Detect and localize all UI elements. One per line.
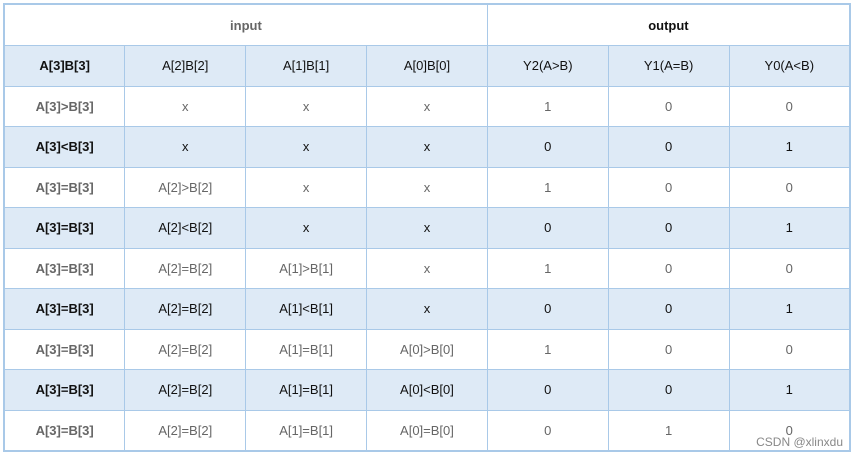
table-row: A[3]=B[3] A[2]=B[2] A[1]=B[1] A[0]=B[0] 0 1 0 [3,409,851,452]
table-cell: x [366,207,488,249]
table-cell: 0 [728,409,851,452]
watermark: CSDN @xlinxdu [756,435,843,449]
table-cell: Y1(A=B) [607,45,730,87]
table-row: A[3]=B[3] A[2]=B[2] A[1]>B[1] x 1 0 0 [3,247,851,289]
table-cell: A[3]B[3] [3,45,126,87]
table-cell: 1 [607,409,730,452]
table-cell: A[2]=B[2] [124,288,247,330]
table-cell: x [124,126,247,168]
table-cell: 0 [486,207,609,249]
table-cell: A[3]=B[3] [3,328,126,370]
table-cell: A[3]=B[3] [3,288,126,330]
table-cell: A[1]>B[1] [245,247,368,289]
table-cell: 1 [486,85,609,127]
table-cell: x [245,126,368,168]
table-cell: A[2]<B[2] [124,207,247,249]
table-cell: 0 [607,126,730,168]
table-cell: A[1]=B[1] [245,369,368,411]
comparator-truth-table: input output A[3]B[3] A[2]B[2] A[1]B[1] A[0… [3,3,851,452]
table-cell: 0 [607,85,730,127]
table-cell: 1 [728,126,851,168]
table-row: A[3]=B[3] A[2]>B[2] x x 1 0 0 [3,166,851,208]
table-cell: x [245,166,368,208]
table-cell: x [366,166,488,208]
table-row: A[3]=B[3] A[2]=B[2] A[1]=B[1] A[0]<B[0] 0 0 1 [3,369,851,411]
input-group-header: input [3,3,488,46]
table-cell: A[1]<B[1] [245,288,368,330]
table-cell: 1 [486,166,609,208]
table-row: A[3]<B[3] x x x 0 0 1 [3,126,851,168]
table-cell: x [245,85,368,127]
table-cell: 0 [607,207,730,249]
table-cell: 0 [607,328,730,370]
table-cell: A[2]B[2] [124,45,247,87]
table-cell: 1 [728,207,851,249]
table-row: A[3]=B[3] A[2]=B[2] A[1]<B[1] x 0 0 1 [3,288,851,330]
table-cell: A[0]=B[0] [366,409,488,452]
table-cell: x [366,247,488,289]
table-cell: 0 [607,247,730,289]
table-cell: A[0]<B[0] [366,369,488,411]
table-cell: A[2]=B[2] [124,247,247,289]
table-cell: A[0]B[0] [366,45,488,87]
table-cell: A[3]<B[3] [3,126,126,168]
group-header-row: input output [3,3,851,46]
table-cell: A[3]=B[3] [3,369,126,411]
table-cell: 0 [728,247,851,289]
table-cell: 0 [486,126,609,168]
table-cell: 0 [607,166,730,208]
table-cell: x [366,85,488,127]
table-cell: A[3]=B[3] [3,207,126,249]
table-cell: x [366,288,488,330]
table-cell: A[2]=B[2] [124,328,247,370]
table-cell: 0 [486,369,609,411]
table-cell: A[1]B[1] [245,45,368,87]
table-cell: Y0(A<B) [728,45,851,87]
table-cell: 0 [607,369,730,411]
table-cell: x [124,85,247,127]
table-cell: A[2]=B[2] [124,369,247,411]
table-cell: 0 [728,328,851,370]
table-cell: A[0]>B[0] [366,328,488,370]
table-cell: A[1]=B[1] [245,409,368,452]
table-row: A[3]=B[3] A[2]=B[2] A[1]=B[1] A[0]>B[0] 1 0 0 [3,328,851,370]
table-cell: x [245,207,368,249]
table-cell: 1 [728,288,851,330]
table-cell: A[3]=B[3] [3,409,126,452]
table-cell: x [366,126,488,168]
table-row: A[3]>B[3] x x x 1 0 0 [3,85,851,127]
table-cell: Y2(A>B) [486,45,609,87]
table-cell: A[3]=B[3] [3,247,126,289]
table-cell: 0 [607,288,730,330]
table-cell: 1 [728,369,851,411]
table-cell: A[3]>B[3] [3,85,126,127]
column-header-row: A[3]B[3] A[2]B[2] A[1]B[1] A[0]B[0] Y2(A>B) Y… [3,45,851,87]
table-cell: 0 [486,288,609,330]
output-group-header: output [486,3,851,46]
table-cell: 1 [486,247,609,289]
table-cell: 0 [486,409,609,452]
table-cell: A[1]=B[1] [245,328,368,370]
table-cell: 0 [728,85,851,127]
table-cell: 0 [728,166,851,208]
table-cell: A[3]=B[3] [3,166,126,208]
table-cell: A[2]=B[2] [124,409,247,452]
table-cell: 1 [486,328,609,370]
table-cell: A[2]>B[2] [124,166,247,208]
table-row: A[3]=B[3] A[2]<B[2] x x 0 0 1 [3,207,851,249]
